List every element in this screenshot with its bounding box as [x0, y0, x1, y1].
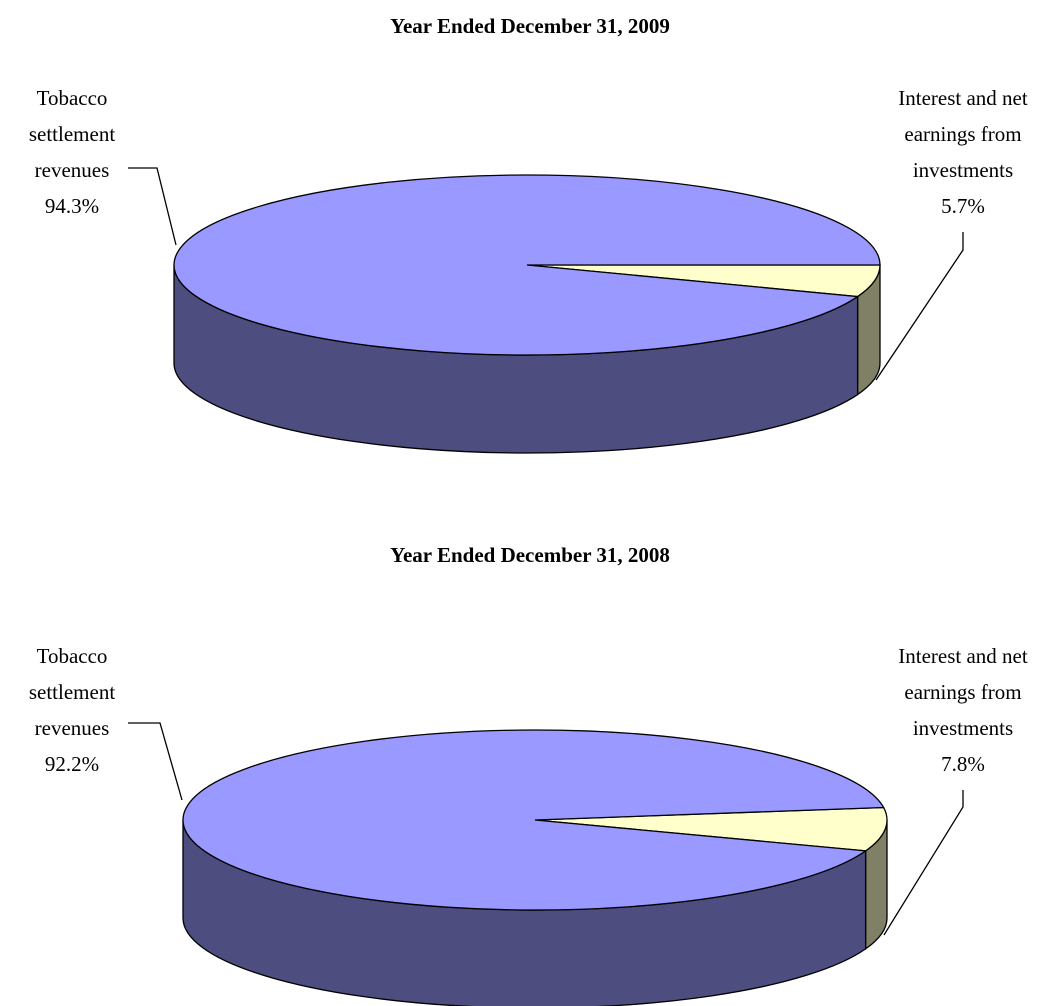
slice: [534, 806, 888, 852]
category-label: Interest and net earnings from investmen…: [898, 644, 1028, 740]
value-label: 5.7%: [941, 194, 985, 218]
leader-line: [128, 167, 177, 246]
leader-line: [883, 790, 964, 936]
value-label: 7.8%: [941, 752, 985, 776]
chart-title: Year Ended December 31, 2008: [390, 543, 670, 567]
leader-line: [875, 232, 964, 381]
slice: [173, 174, 881, 356]
data-label: Tobacco settlement revenues 94.3%: [2, 80, 142, 224]
slice: [182, 729, 885, 911]
category-label: Tobacco settlement revenues: [28, 86, 116, 182]
category-label: Interest and net earnings from investmen…: [898, 86, 1028, 182]
data-label: Tobacco settlement revenues 92.2%: [2, 638, 142, 782]
leader-line: [128, 722, 183, 801]
data-label: Interest and net earnings from investmen…: [868, 80, 1058, 224]
data-label: Interest and net earnings from investmen…: [868, 638, 1058, 782]
category-label: Tobacco settlement revenues: [28, 644, 116, 740]
value-label: 92.2%: [44, 752, 100, 776]
chart-title: Year Ended December 31, 2009: [390, 14, 670, 38]
value-label: 94.3%: [44, 194, 100, 218]
